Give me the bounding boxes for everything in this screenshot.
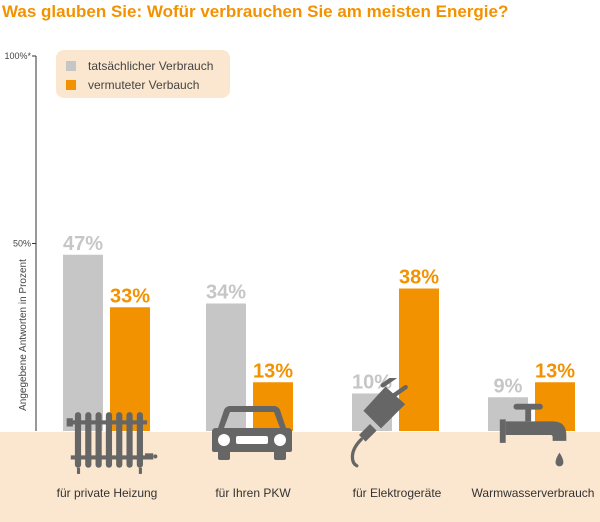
value-label-estimated-2: 38% xyxy=(399,267,439,289)
category-label-1: für Ihren PKW xyxy=(215,486,291,500)
value-label-estimated-0: 33% xyxy=(110,285,150,307)
value-label-estimated-1: 13% xyxy=(253,360,293,382)
y-tick-label: 100%* xyxy=(4,51,31,61)
value-label-actual-3: 9% xyxy=(494,375,523,397)
legend-label-estimated: vermuteter Verbauch xyxy=(88,78,200,92)
category-label-3: Warmwasserverbrauch xyxy=(472,486,595,500)
legend: tatsächlicher Verbrauch vermuteter Verba… xyxy=(56,50,230,98)
value-label-actual-2: 10% xyxy=(352,372,392,394)
legend-label-actual: tatsächlicher Verbrauch xyxy=(88,59,214,73)
chart-title: Was glauben Sie: Wofür verbrauchen Sie a… xyxy=(2,2,509,21)
legend-swatch-actual xyxy=(66,61,76,71)
car-icon xyxy=(212,406,292,460)
legend-item-actual: tatsächlicher Verbrauch xyxy=(66,58,213,74)
legend-item-estimated: vermuteter Verbauch xyxy=(66,77,199,93)
y-axis-label: Angegebene Antworten in Prozent xyxy=(18,259,29,411)
value-label-estimated-3: 13% xyxy=(535,360,575,382)
y-tick-label: 50% xyxy=(13,239,31,249)
category-label-0: für private Heizung xyxy=(57,486,158,500)
value-label-actual-0: 47% xyxy=(63,233,103,255)
bar-estimated-0 xyxy=(110,307,150,431)
category-label-2: für Elektrogeräte xyxy=(353,486,442,500)
bar-actual-0 xyxy=(63,254,103,431)
legend-swatch-estimated xyxy=(66,80,76,90)
value-label-actual-1: 34% xyxy=(206,282,246,304)
bar-estimated-2 xyxy=(399,288,439,431)
